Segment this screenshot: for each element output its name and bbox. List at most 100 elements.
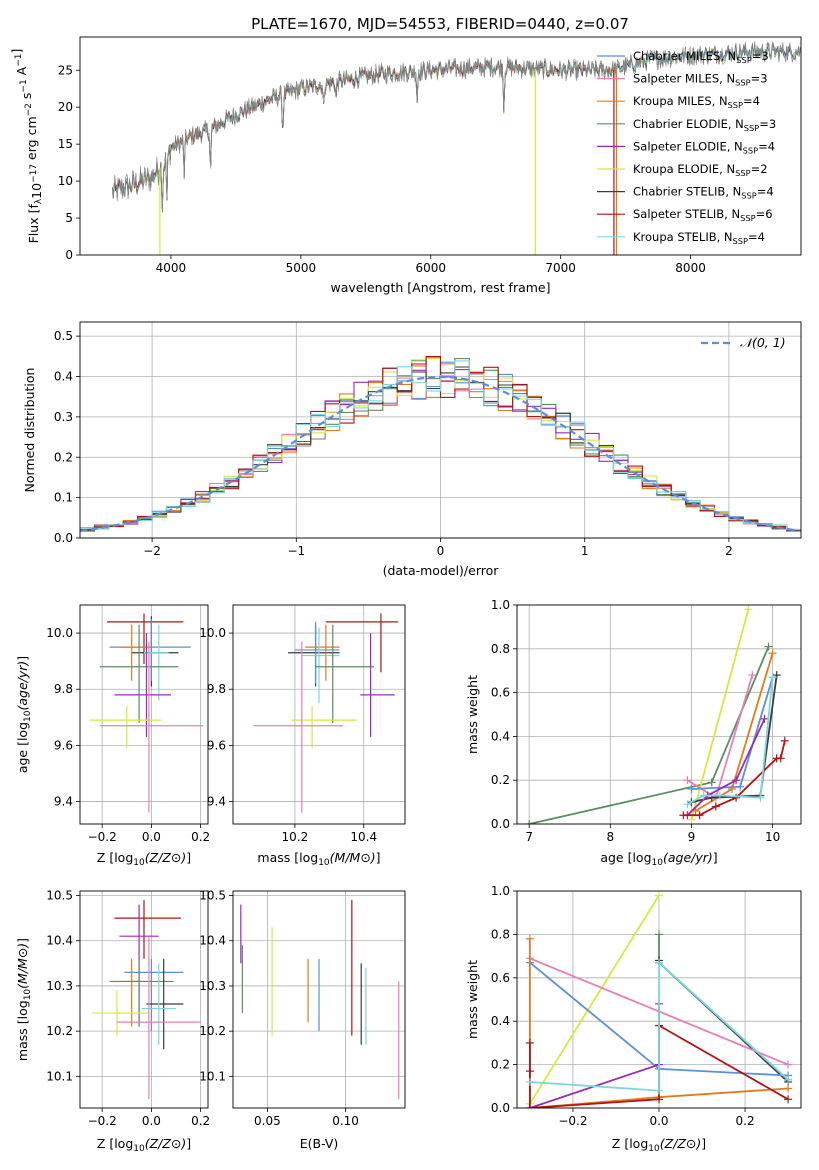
y-tick-label: 10.1: [199, 1069, 226, 1083]
y-tick-label: 10.2: [46, 1024, 73, 1038]
y-axis-label: mass [log10(M/M⊙)]: [15, 938, 33, 1061]
y-tick-label: 9.6: [54, 738, 73, 752]
x-axis-label: mass [log10(M/M⊙)]: [257, 850, 380, 868]
y-tick-label: 15: [58, 137, 73, 151]
y-tick-label: 0.2: [491, 1058, 510, 1072]
y-axis-label: Flux [fλ10−17 erg cm−2 s−1 A−1]: [9, 49, 44, 244]
errorbars: [92, 900, 201, 1099]
y-tick-label: 25: [58, 63, 73, 77]
x-tick-label: 10: [765, 830, 780, 844]
y-tick-label: 0.5: [54, 329, 73, 343]
y-tick-label: 10.0: [46, 626, 73, 640]
y-tick-label: 10.4: [199, 934, 226, 948]
x-axis-label: Z [log10(Z/Z⊙)]: [97, 1136, 191, 1154]
legend: Chabrier MILES, NSSP=3 Salpeter MILES, NS…: [597, 49, 776, 246]
x-tick-label: 8: [606, 830, 614, 844]
normal-curve: [80, 375, 799, 532]
y-tick-label: 10.5: [199, 889, 226, 903]
y-tick-label: 10: [58, 174, 73, 188]
y-axis-label: Normed distribution: [22, 368, 37, 493]
y-tick-label: 0.4: [491, 1014, 510, 1028]
y-tick-label: 9.6: [207, 738, 226, 752]
y-tick-label: 0.3: [54, 410, 73, 424]
y-tick-label: 0.4: [54, 370, 73, 384]
spectrum-panel: PLATE=1670, MJD=54553, FIBERID=0440, z=0…: [9, 15, 802, 295]
y-tick-label: 0.8: [491, 927, 510, 941]
y-tick-label: 10.3: [46, 979, 73, 993]
x-axis-label: age [log10(age/yr)]: [600, 850, 717, 868]
x-tick-label: 0.10: [332, 1114, 359, 1128]
axes-frame: [516, 890, 802, 1109]
legend-entry: Salpeter ELODIE, NSSP=4: [633, 139, 775, 155]
y-tick-label: 20: [58, 100, 73, 114]
age-vs-mass-panel: 10.2 10.4 9.4 9.6 9.8 10.0 mass [log10(M/M⊙)]: [199, 604, 406, 868]
x-tick-label: 0.0: [142, 1114, 161, 1128]
series-line: [529, 894, 660, 1105]
y-tick-label: 10.2: [199, 1024, 226, 1038]
y-tick-label: 0.1: [54, 491, 73, 505]
series-lines: [525, 605, 789, 824]
chart-title: PLATE=1670, MJD=54553, FIBERID=0440, z=0…: [251, 15, 629, 33]
series-line: [529, 1003, 660, 1108]
legend-entry: Salpeter STELIB, NSSP=6: [633, 207, 773, 223]
legend-entry: Kroupa MILES, NSSP=4: [633, 94, 760, 110]
x-tick-label: 0: [437, 544, 445, 558]
x-axis-label: wavelength [Angstrom, rest frame]: [330, 280, 550, 295]
x-tick-label: 0.0: [142, 830, 161, 844]
x-tick-label: 0.2: [191, 830, 210, 844]
x-tick-label: 8000: [675, 261, 706, 275]
x-tick-label: 9: [688, 830, 696, 844]
y-tick-label: 10.5: [46, 889, 73, 903]
series-line: [658, 934, 789, 1081]
x-tick-label: −0.2: [558, 1114, 587, 1128]
series-line: [686, 718, 766, 816]
axes-frame: [79, 321, 802, 539]
y-tick-label: 9.4: [207, 795, 226, 809]
y-tick-label: 1.0: [491, 884, 510, 898]
series-lines: [525, 891, 793, 1108]
y-tick-label: 9.8: [207, 682, 226, 696]
x-tick-label: 10.4: [350, 830, 377, 844]
legend-entry: Chabrier ELODIE, NSSP=3: [633, 117, 776, 133]
legend-entry: Chabrier STELIB, NSSP=4: [633, 185, 774, 201]
y-axis-label: mass weight: [465, 675, 480, 754]
x-tick-label: −2: [143, 544, 161, 558]
y-tick-label: 0.0: [491, 817, 510, 831]
x-tick-label: 6000: [415, 261, 446, 275]
y-tick-label: 10.1: [46, 1069, 73, 1083]
mass-weight-vs-Z-panel: −0.2 0.0 0.2 0.0 0.2 0.4 0.6 0.8 1.0 mass weight Z…: [465, 884, 802, 1154]
legend-entry: Kroupa ELODIE, NSSP=2: [633, 162, 768, 178]
y-tick-label: 0.0: [491, 1101, 510, 1115]
histogram-step: [80, 360, 801, 531]
series-line: [529, 960, 789, 1092]
x-tick-label: 0.0: [649, 1114, 668, 1128]
mass-vs-ebv-panel: 0.05 0.10 10.1 10.2 10.3 10.4 10.5 E(B-V): [199, 889, 406, 1151]
axes-frame: [79, 36, 802, 256]
y-tick-label: 9.4: [54, 795, 73, 809]
y-tick-label: 0.8: [491, 642, 510, 656]
axes-frame: [79, 890, 209, 1109]
y-tick-label: 9.8: [54, 682, 73, 696]
residuals-panel: −2 −1 0 1 2 0.0 0.1 0.2 0.3 0.4 0.5 (data-model)/er…: [22, 321, 802, 578]
series-line: [529, 1023, 789, 1108]
x-tick-label: −1: [287, 544, 305, 558]
series-line: [529, 938, 789, 1108]
y-axis-label: age [log10(age/yr)]: [15, 656, 33, 773]
axes-frame: [232, 890, 406, 1109]
series-line: [690, 609, 750, 820]
x-tick-label: 5000: [286, 261, 317, 275]
errorbars: [240, 900, 400, 1099]
mass-weight-vs-age-panel: 7 8 9 10 0.0 0.2 0.4 0.6 0.8 1.0 mass weight age [l…: [465, 598, 802, 868]
x-tick-label: 0.2: [736, 1114, 755, 1128]
x-tick-label: −0.2: [88, 1114, 117, 1128]
y-tick-label: 0.6: [491, 686, 510, 700]
y-tick-label: 0.2: [54, 450, 73, 464]
x-tick-label: 0.05: [254, 1114, 281, 1128]
y-tick-label: 5: [65, 211, 73, 225]
x-tick-label: −0.2: [88, 830, 117, 844]
x-axis-label: (data-model)/error: [383, 563, 500, 578]
axes-frame: [79, 604, 209, 825]
age-vs-Z-panel: −0.2 0.0 0.2 9.4 9.6 9.8 10.0 Z [log10(Z/Z⊙)] ag…: [15, 604, 210, 868]
errorbars: [89, 613, 204, 813]
